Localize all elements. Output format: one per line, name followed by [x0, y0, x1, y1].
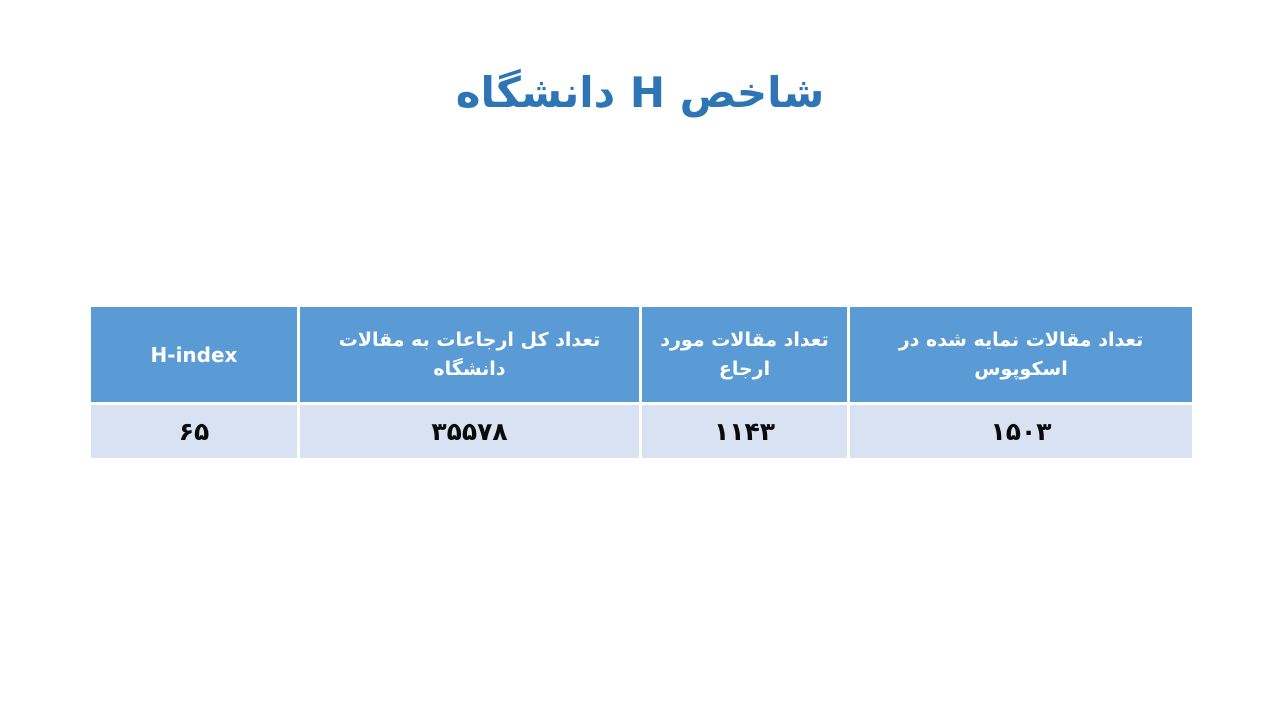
value-cited-articles: ۱۱۴۳ — [642, 405, 847, 458]
column-header-cited-articles: تعداد مقالات مورد ارجاع — [642, 307, 847, 402]
value-h-index: ۶۵ — [91, 405, 297, 458]
column-header-scopus-indexed-articles: تعداد مقالات نمایه شده در اسکوپوس — [850, 307, 1192, 402]
h-index-stats-table: تعداد مقالات نمایه شده در اسکوپوس تعداد … — [88, 307, 1192, 458]
value-total-citations: ۳۵۵۷۸ — [300, 405, 639, 458]
column-header-h-index: H-index — [91, 307, 297, 402]
slide-title: شاخص H دانشگاه — [455, 68, 825, 117]
value-scopus-indexed-articles: ۱۵۰۳ — [850, 405, 1192, 458]
column-header-total-citations: تعداد کل ارجاعات به مقالات دانشگاه — [300, 307, 639, 402]
